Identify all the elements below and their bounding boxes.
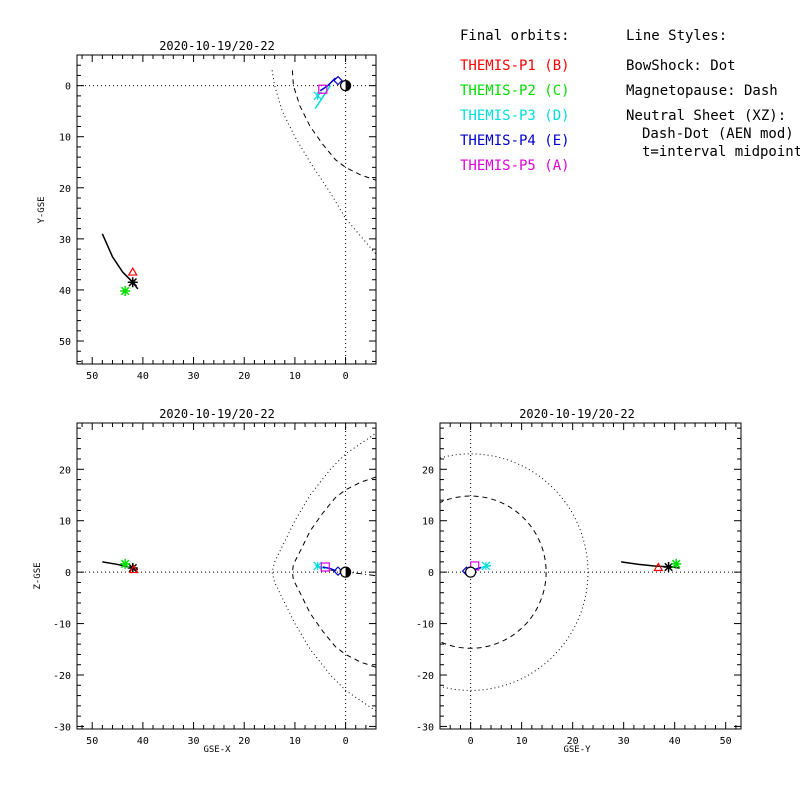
style-midpoint: t=interval midpoint	[642, 144, 800, 160]
style-neutral-sheet: Neutral Sheet (XZ):	[626, 108, 786, 124]
y-tick-label: -10	[416, 620, 434, 631]
panel-yz-xlabel: GSE-Y	[563, 745, 591, 755]
orbit-marker-5	[320, 562, 330, 572]
panel-frame	[76, 422, 377, 730]
bow-shock-circle	[440, 453, 589, 691]
x-tick-label: 20	[238, 736, 250, 747]
y-tick-label: -20	[53, 671, 71, 682]
x-tick-label: 40	[137, 371, 149, 382]
orbit-marker-0	[663, 562, 674, 572]
orbit-track-4	[322, 566, 336, 572]
panel-xy-ylabel: Y-GSE	[37, 196, 47, 223]
orbit-marker-1	[127, 266, 138, 276]
magnetopause-circle	[440, 495, 547, 649]
orbit-track-4	[319, 77, 336, 92]
orbit-marker-3	[313, 561, 323, 571]
x-tick-label: 0	[468, 736, 474, 747]
y-tick-label: 20	[59, 465, 71, 476]
xz-plane-panel: 2020-10-19/20-22 GSE-X Z-GSE 50 40 30 20 10 0…	[33, 407, 377, 755]
x-tick-label: 50	[86, 371, 98, 382]
yz-plane-panel: 2020-10-19/20-22 GSE-Y 0 10 20 30 40 50 20 10 0 -…	[416, 407, 742, 755]
orbit-marker-3	[481, 561, 491, 571]
x-tick-label: 30	[188, 736, 200, 747]
orbit-marker-5	[318, 84, 328, 94]
earth-symbol	[465, 566, 477, 578]
y-tick-label: 0	[65, 82, 71, 93]
x-tick-label: 50	[86, 736, 98, 747]
x-tick-label: 10	[516, 736, 528, 747]
panel-yz-title: 2020-10-19/20-22	[519, 407, 635, 421]
legend: Final orbits: THEMIS-P1 (B) THEMIS-P2 (C…	[460, 28, 800, 174]
y-tick-label: 0	[65, 568, 71, 579]
y-tick-label: 0	[428, 568, 434, 579]
x-tick-label: 50	[720, 736, 732, 747]
earth-night-side	[345, 567, 351, 578]
panel-xz-xlabel: GSE-X	[203, 745, 231, 755]
orbit-marker-2	[120, 558, 131, 569]
y-tick-label: 20	[422, 465, 434, 476]
panel-frame	[439, 422, 742, 730]
legend-entry-p2: THEMIS-P2 (C)	[460, 83, 570, 99]
panel-plot-area	[77, 55, 376, 364]
y-tick-label: 10	[422, 517, 434, 528]
y-tick-label: -20	[416, 671, 434, 682]
y-tick-label: 50	[59, 337, 71, 348]
panel-xy-title: 2020-10-19/20-22	[159, 39, 275, 53]
earth-night-side	[345, 80, 351, 91]
style-bowshock: BowShock: Dot	[626, 58, 736, 74]
orbit-track-3	[314, 85, 332, 110]
orbit-marker-2	[120, 285, 131, 296]
orbit-track-0	[621, 561, 680, 569]
x-tick-label: 20	[567, 736, 579, 747]
y-tick-label: -30	[416, 722, 434, 733]
panel-xz-title: 2020-10-19/20-22	[159, 407, 275, 421]
style-dash-dot: Dash-Dot (AEN mod)	[642, 126, 794, 142]
orbit-marker-2	[671, 558, 682, 569]
x-tick-label: 10	[289, 736, 301, 747]
bow-shock-curve	[271, 432, 376, 712]
y-tick-label: -30	[53, 722, 71, 733]
final-orbits-heading: Final orbits:	[460, 28, 570, 44]
legend-entry-p1: THEMIS-P1 (B)	[460, 58, 570, 74]
xy-plane-panel: 2020-10-19/20-22 Y-GSE 50 40 30 20 10 0 0 10 20 3…	[37, 39, 377, 382]
panel-plot-area	[440, 423, 741, 729]
y-tick-label: 20	[59, 184, 71, 195]
x-tick-label: 40	[137, 736, 149, 747]
panel-plot-area	[77, 423, 376, 729]
x-tick-label: 0	[343, 371, 349, 382]
bow-shock-curve	[271, 70, 376, 255]
x-tick-label: 30	[188, 371, 200, 382]
x-tick-label: 40	[669, 736, 681, 747]
x-tick-label: 0	[343, 736, 349, 747]
x-tick-label: 30	[618, 736, 630, 747]
legend-entry-p4: THEMIS-P4 (E)	[460, 133, 570, 149]
line-styles-heading: Line Styles:	[626, 28, 727, 44]
y-tick-label: 30	[59, 235, 71, 246]
y-tick-label: 40	[59, 286, 71, 297]
panel-xz-ylabel: Z-GSE	[33, 562, 43, 589]
orbit-marker-0	[127, 277, 138, 288]
x-tick-label: 10	[289, 371, 301, 382]
legend-entry-p5: THEMIS-P5 (A)	[460, 158, 570, 174]
y-tick-label: 10	[59, 517, 71, 528]
y-tick-label: 10	[59, 133, 71, 144]
magnetopause-curve	[291, 70, 376, 181]
orbit-marker-1	[653, 562, 664, 572]
orbit-marker-1	[128, 564, 139, 574]
orbit-marker-4	[333, 75, 343, 86]
style-magnetopause: Magnetopause: Dash	[626, 83, 778, 99]
y-tick-label: -10	[53, 620, 71, 631]
panel-frame	[76, 54, 377, 365]
legend-entry-p3: THEMIS-P3 (D)	[460, 108, 570, 124]
x-tick-label: 20	[238, 371, 250, 382]
